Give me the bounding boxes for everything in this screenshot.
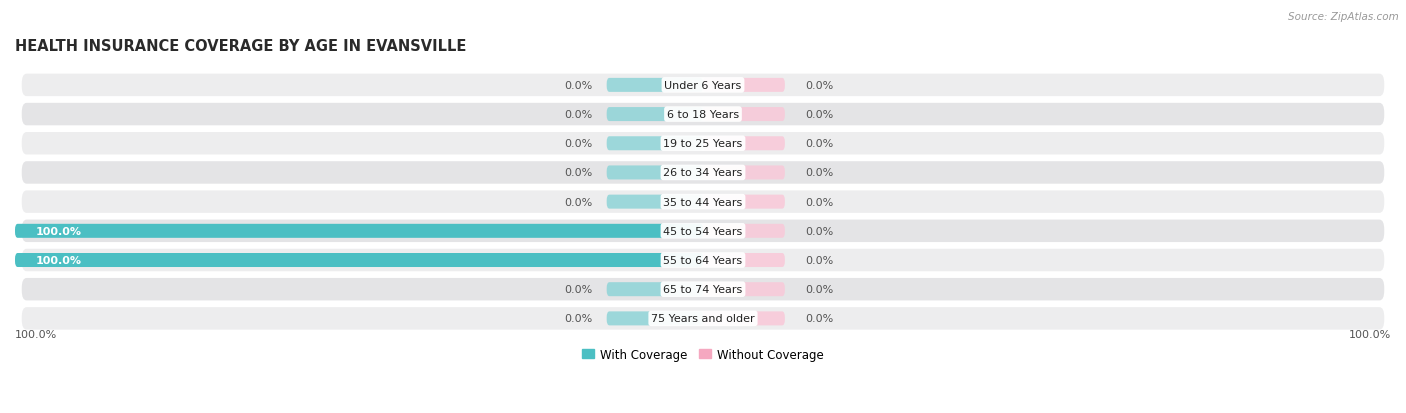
Text: 35 to 44 Years: 35 to 44 Years — [664, 197, 742, 207]
FancyBboxPatch shape — [21, 249, 1385, 272]
Text: 0.0%: 0.0% — [806, 226, 834, 236]
Text: 100.0%: 100.0% — [35, 226, 82, 236]
Text: 0.0%: 0.0% — [806, 110, 834, 120]
FancyBboxPatch shape — [703, 79, 785, 93]
Text: 6 to 18 Years: 6 to 18 Years — [666, 110, 740, 120]
FancyBboxPatch shape — [21, 278, 1385, 301]
Text: 55 to 64 Years: 55 to 64 Years — [664, 255, 742, 266]
FancyBboxPatch shape — [15, 224, 703, 238]
FancyBboxPatch shape — [606, 166, 703, 180]
FancyBboxPatch shape — [21, 307, 1385, 330]
Text: 75 Years and older: 75 Years and older — [651, 313, 755, 324]
FancyBboxPatch shape — [21, 74, 1385, 97]
FancyBboxPatch shape — [703, 312, 785, 325]
FancyBboxPatch shape — [21, 104, 1385, 126]
Text: 0.0%: 0.0% — [565, 110, 593, 120]
FancyBboxPatch shape — [703, 195, 785, 209]
Text: 0.0%: 0.0% — [806, 168, 834, 178]
FancyBboxPatch shape — [21, 133, 1385, 155]
FancyBboxPatch shape — [21, 220, 1385, 242]
FancyBboxPatch shape — [606, 79, 703, 93]
Text: 0.0%: 0.0% — [565, 285, 593, 294]
FancyBboxPatch shape — [21, 162, 1385, 184]
FancyBboxPatch shape — [703, 254, 785, 267]
Text: 0.0%: 0.0% — [565, 168, 593, 178]
Text: 0.0%: 0.0% — [806, 197, 834, 207]
FancyBboxPatch shape — [606, 195, 703, 209]
Text: 0.0%: 0.0% — [806, 313, 834, 324]
FancyBboxPatch shape — [606, 282, 703, 297]
Text: HEALTH INSURANCE COVERAGE BY AGE IN EVANSVILLE: HEALTH INSURANCE COVERAGE BY AGE IN EVAN… — [15, 39, 467, 54]
FancyBboxPatch shape — [703, 166, 785, 180]
Text: 0.0%: 0.0% — [565, 139, 593, 149]
FancyBboxPatch shape — [703, 282, 785, 297]
Text: Source: ZipAtlas.com: Source: ZipAtlas.com — [1288, 12, 1399, 22]
FancyBboxPatch shape — [15, 254, 703, 267]
Text: 0.0%: 0.0% — [806, 285, 834, 294]
Text: 0.0%: 0.0% — [806, 255, 834, 266]
Text: Under 6 Years: Under 6 Years — [665, 81, 741, 91]
Text: 26 to 34 Years: 26 to 34 Years — [664, 168, 742, 178]
FancyBboxPatch shape — [606, 312, 703, 325]
Legend: With Coverage, Without Coverage: With Coverage, Without Coverage — [578, 344, 828, 366]
FancyBboxPatch shape — [606, 108, 703, 122]
Text: 45 to 54 Years: 45 to 54 Years — [664, 226, 742, 236]
FancyBboxPatch shape — [703, 224, 785, 238]
Text: 0.0%: 0.0% — [565, 81, 593, 91]
FancyBboxPatch shape — [703, 137, 785, 151]
Text: 100.0%: 100.0% — [1348, 329, 1391, 339]
Text: 0.0%: 0.0% — [806, 139, 834, 149]
Text: 65 to 74 Years: 65 to 74 Years — [664, 285, 742, 294]
FancyBboxPatch shape — [703, 108, 785, 122]
FancyBboxPatch shape — [21, 191, 1385, 214]
Text: 0.0%: 0.0% — [565, 197, 593, 207]
Text: 19 to 25 Years: 19 to 25 Years — [664, 139, 742, 149]
Text: 0.0%: 0.0% — [565, 313, 593, 324]
Text: 100.0%: 100.0% — [15, 329, 58, 339]
Text: 0.0%: 0.0% — [806, 81, 834, 91]
FancyBboxPatch shape — [606, 137, 703, 151]
Text: 100.0%: 100.0% — [35, 255, 82, 266]
